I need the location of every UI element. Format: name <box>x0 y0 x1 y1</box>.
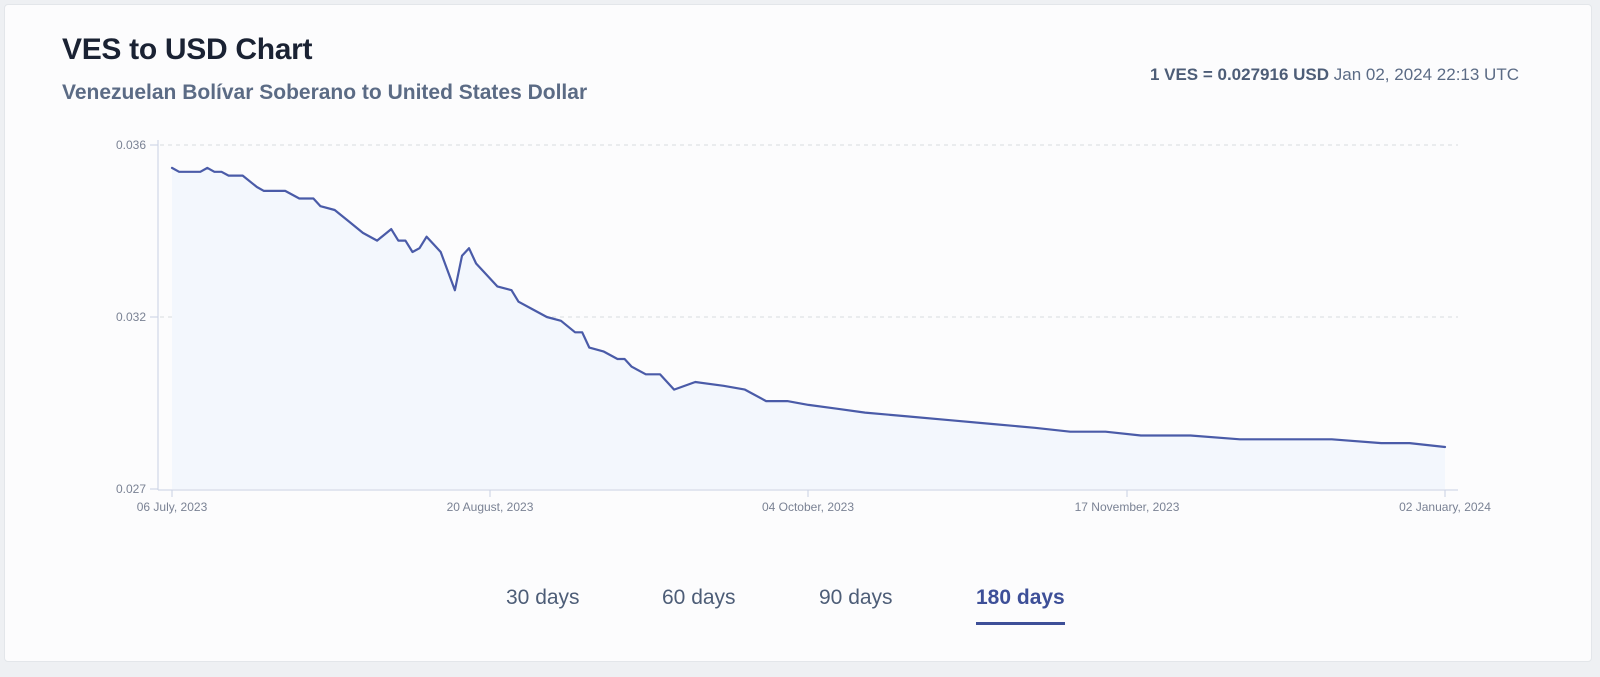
series-line-layer <box>170 166 1447 449</box>
series-area <box>172 167 1445 489</box>
x-tick-label: 06 July, 2023 <box>137 500 208 514</box>
area-fill-layer <box>172 167 1445 489</box>
x-tick-label: 20 August, 2023 <box>447 500 534 514</box>
series-line <box>170 166 1447 449</box>
rate-value: 1 VES = 0.027916 USD <box>1149 65 1330 84</box>
page-subtitle: Venezuelan Bolívar Soberano to United St… <box>62 81 588 104</box>
tab-180-days[interactable]: 180 days <box>976 586 1065 625</box>
x-tick-label: 17 November, 2023 <box>1075 500 1180 514</box>
x-tick-label: 04 October, 2023 <box>762 500 854 514</box>
y-tick-label: 0.032 <box>116 310 146 324</box>
page-title: VES to USD Chart <box>62 33 313 66</box>
current-rate: 1 VES = 0.027916 USD Jan 02, 2024 22:13 … <box>1150 65 1519 85</box>
y-tick-label: 0.036 <box>116 138 146 152</box>
tab-30-days[interactable]: 30 days <box>506 586 580 609</box>
y-tick-label: 0.027 <box>116 482 146 496</box>
rate-timestamp: Jan 02, 2024 22:13 UTC <box>1333 65 1519 84</box>
tick-labels: 0.036 0.032 0.027 06 July, 2023 20 August, 2… <box>116 138 1491 514</box>
axes <box>150 140 1458 497</box>
x-tick-label: 02 January, 2024 <box>1399 500 1491 514</box>
tab-90-days[interactable]: 90 days <box>819 586 893 609</box>
tab-60-days[interactable]: 60 days <box>662 586 736 609</box>
period-tabs: 30 days 60 days 90 days 180 days <box>0 586 1600 636</box>
